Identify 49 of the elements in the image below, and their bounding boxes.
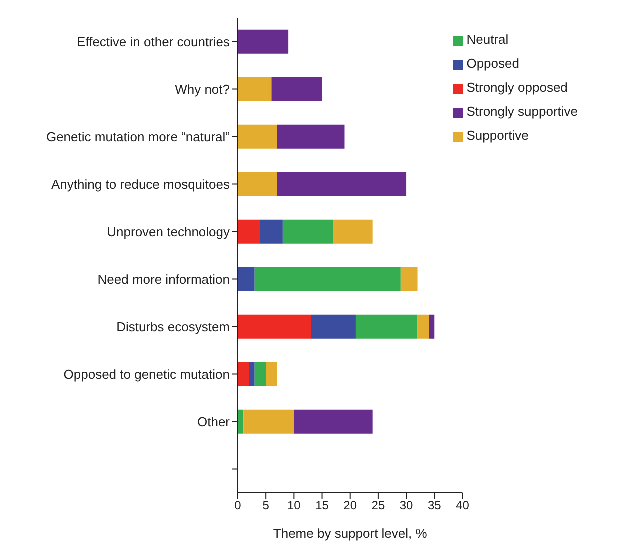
y-tick-label: Effective in other countries xyxy=(77,34,230,50)
bar xyxy=(238,220,260,244)
x-tick-label: 0 xyxy=(234,498,242,513)
x-tick-label: 5 xyxy=(262,498,270,513)
x-tick-label: 35 xyxy=(428,498,442,513)
bar xyxy=(418,314,430,339)
bar xyxy=(238,172,278,196)
bar xyxy=(277,124,345,149)
bar xyxy=(238,314,312,339)
bar xyxy=(238,362,250,386)
bar xyxy=(254,362,266,386)
legend-label: Opposed xyxy=(466,56,520,71)
x-axis-title: Theme by support level, % xyxy=(273,526,428,541)
bar xyxy=(282,220,334,244)
legend-label: Strongly opposed xyxy=(466,80,568,95)
bar xyxy=(400,267,418,292)
y-tick-label: Disturbs ecosystem xyxy=(116,319,230,334)
bar xyxy=(249,362,255,386)
bar xyxy=(254,267,401,292)
bar xyxy=(238,30,289,54)
y-tick-label: Unproven technology xyxy=(107,224,230,240)
y-tick-label: Opposed to genetic mutation xyxy=(64,366,230,382)
legend-label: Supportive xyxy=(466,128,529,143)
bar xyxy=(277,172,407,196)
x-tick-label: 25 xyxy=(372,498,386,513)
bar xyxy=(356,314,418,339)
bar xyxy=(266,362,278,386)
bar xyxy=(294,410,373,434)
x-tick-label: 10 xyxy=(288,498,302,513)
y-tick-label: Why not? xyxy=(175,82,230,97)
x-tick-label: 20 xyxy=(344,498,358,513)
legend-label: Neutral xyxy=(466,32,509,47)
x-tick-label: 30 xyxy=(400,498,414,513)
x-tick-label: 15 xyxy=(316,498,330,513)
y-tick-label: Genetic mutation more “natural” xyxy=(46,129,230,144)
bar xyxy=(238,77,272,102)
bar xyxy=(272,77,322,102)
bar xyxy=(311,314,356,339)
bar xyxy=(260,220,283,244)
bar xyxy=(238,124,278,149)
legend-label: Strongly supportive xyxy=(466,104,578,119)
bar xyxy=(334,220,373,244)
y-tick-label: Anything to reduce mosquitoes xyxy=(52,176,230,192)
bar xyxy=(429,314,435,339)
bar xyxy=(244,410,294,434)
y-tick-label: Other xyxy=(197,414,231,430)
x-tick-label: 40 xyxy=(456,498,470,513)
y-tick-label: Need more information xyxy=(98,272,230,287)
bar xyxy=(238,267,255,292)
